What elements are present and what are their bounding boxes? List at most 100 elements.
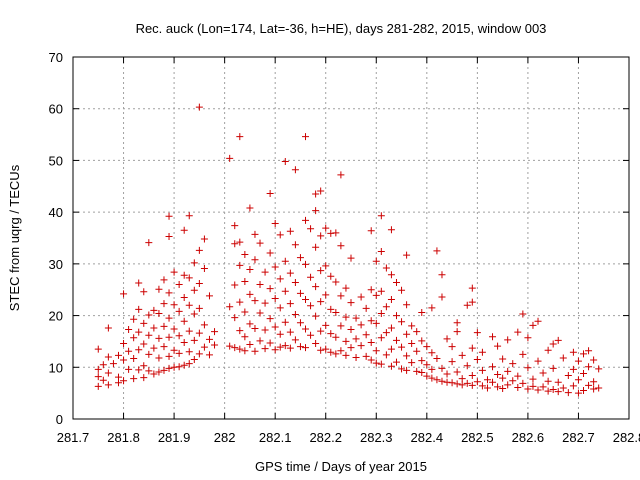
data-point: [205, 292, 213, 300]
y-tick-label: 60: [49, 102, 63, 117]
data-point: [125, 365, 133, 373]
data-point: [443, 335, 451, 343]
data-point: [362, 352, 370, 360]
data-point: [443, 378, 451, 386]
data-point: [190, 356, 198, 364]
data-point: [322, 321, 330, 329]
data-point: [433, 376, 441, 384]
data-point: [150, 306, 158, 314]
data-point: [423, 343, 431, 351]
x-tick-label: 282.2: [309, 430, 342, 445]
data-point: [347, 254, 355, 262]
data-point: [403, 330, 411, 338]
data-point: [317, 232, 325, 240]
data-point: [130, 354, 138, 362]
data-point: [150, 370, 158, 378]
data-point: [125, 347, 133, 355]
data-point: [473, 378, 481, 386]
data-point: [332, 308, 340, 316]
data-point: [281, 287, 289, 295]
data-point: [483, 384, 491, 392]
data-point: [145, 239, 153, 247]
data-point: [494, 383, 502, 391]
data-point: [453, 380, 461, 388]
data-point: [94, 382, 102, 390]
data-point: [256, 239, 264, 247]
data-point: [544, 377, 552, 385]
data-point: [398, 365, 406, 373]
data-point: [372, 347, 380, 355]
data-point: [195, 103, 203, 111]
data-point: [135, 346, 143, 354]
data-point: [307, 331, 315, 339]
data-point: [317, 267, 325, 275]
data-point: [145, 311, 153, 319]
data-point: [226, 342, 234, 350]
data-point: [357, 342, 365, 350]
data-point: [403, 352, 411, 360]
data-point: [226, 154, 234, 162]
data-point: [185, 348, 193, 356]
data-point: [392, 336, 400, 344]
data-point: [307, 302, 315, 310]
data-point: [332, 333, 340, 341]
data-point: [302, 344, 310, 352]
data-point: [180, 361, 188, 369]
data-point: [140, 374, 148, 382]
data-point: [377, 212, 385, 220]
data-point: [357, 321, 365, 329]
data-point: [114, 351, 122, 359]
data-point: [317, 346, 325, 354]
data-point: [337, 292, 345, 300]
data-point: [580, 387, 588, 395]
data-point: [286, 344, 294, 352]
data-point: [448, 343, 456, 351]
data-point: [332, 350, 340, 358]
data-point: [312, 283, 320, 291]
data-point: [453, 319, 461, 327]
data-point: [317, 298, 325, 306]
data-point: [236, 133, 244, 141]
data-point: [418, 337, 426, 345]
data-point: [438, 271, 446, 279]
data-point: [387, 324, 395, 332]
data-point: [256, 337, 264, 345]
data-point: [241, 251, 249, 259]
data-point: [266, 315, 274, 323]
y-tick-label: 20: [49, 309, 63, 324]
data-point: [453, 368, 461, 376]
data-point: [281, 157, 289, 165]
data-point: [489, 333, 497, 341]
grid-layer: [73, 57, 629, 419]
data-point: [185, 301, 193, 309]
data-point: [468, 381, 476, 389]
data-point: [135, 366, 143, 374]
data-point: [195, 280, 203, 288]
data-point: [286, 269, 294, 277]
data-point: [499, 355, 507, 363]
data-point: [266, 190, 274, 198]
data-point: [231, 222, 239, 230]
data-point: [367, 356, 375, 364]
data-point: [145, 350, 153, 358]
data-point: [231, 240, 239, 248]
data-point: [266, 249, 274, 257]
data-point: [246, 204, 254, 212]
data-point: [125, 326, 133, 334]
data-point: [499, 374, 507, 382]
x-tick-label: 282.6: [512, 430, 545, 445]
data-point: [302, 296, 310, 304]
data-point: [529, 321, 537, 329]
data-point: [291, 166, 299, 174]
data-point: [574, 376, 582, 384]
data-point: [544, 346, 552, 354]
data-point: [524, 364, 532, 372]
data-point: [312, 243, 320, 251]
data-point: [271, 346, 279, 354]
data-point: [372, 291, 380, 299]
data-point: [302, 260, 310, 268]
data-point: [296, 254, 304, 262]
data-point: [468, 372, 476, 380]
data-point: [418, 357, 426, 365]
data-point: [241, 277, 249, 285]
